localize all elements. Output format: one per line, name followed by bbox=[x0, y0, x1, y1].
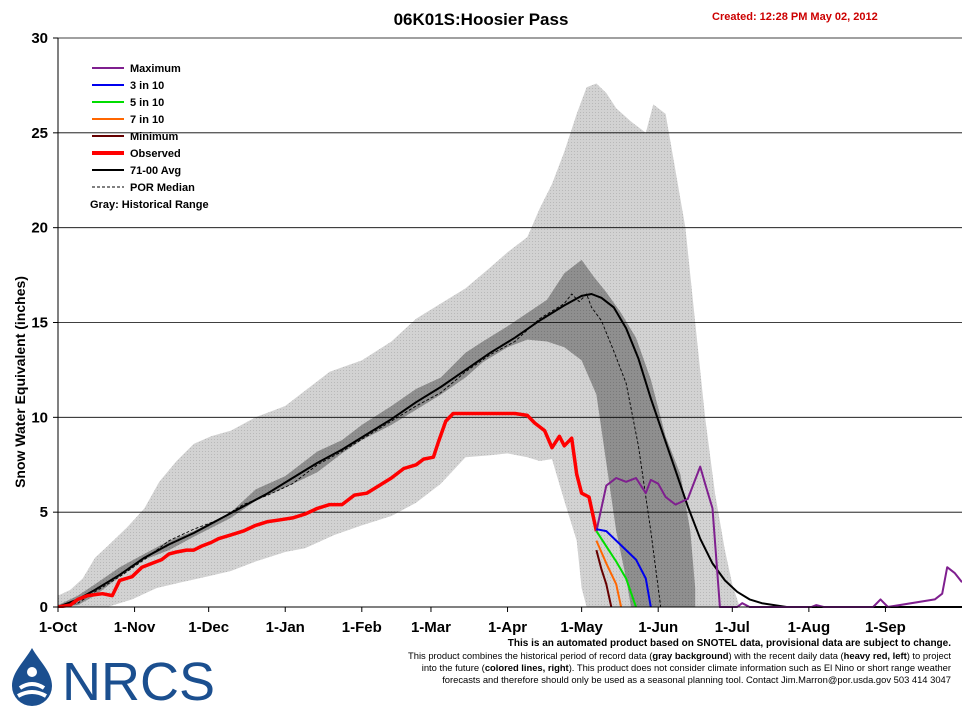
legend: Maximum 3 in 10 5 in 10 7 in 10 Minimum Obser… bbox=[90, 63, 209, 211]
legend-label-avg: 71-00 Avg bbox=[130, 165, 181, 177]
x-tick-label: 1-Nov bbox=[114, 619, 156, 636]
legend-label-median: POR Median bbox=[130, 182, 195, 194]
series-p3in10-line bbox=[596, 528, 652, 608]
y-tick-label: 5 bbox=[40, 504, 48, 521]
disclaimer-bold: gray background bbox=[652, 650, 729, 661]
y-tick-label: 10 bbox=[31, 409, 48, 426]
y-tick-label: 15 bbox=[31, 315, 48, 332]
swe-chart: 0 5 10 15 20 25 30 1-Oct 1-Nov 1-Dec 1-Jan 1-Feb 1-… bbox=[12, 30, 962, 636]
disclaimer-text: ). This product does not consider climat… bbox=[568, 662, 951, 673]
disclaimer-text: ) to project bbox=[906, 650, 951, 661]
legend-label-minimum: Minimum bbox=[130, 131, 178, 143]
series-avg-line bbox=[58, 293, 962, 608]
disclaimer-bold: heavy red, left bbox=[843, 650, 907, 661]
x-tick-label: 1-Apr bbox=[488, 619, 527, 636]
series-p5in10-line bbox=[595, 530, 637, 608]
disclaimer-text: ) with the recent daily data ( bbox=[728, 650, 844, 661]
series-minimum-line bbox=[595, 549, 613, 608]
created-timestamp: Created: 12:28 PM May 02, 2012 bbox=[712, 11, 878, 23]
disclaimer-line-2: This product combines the historical per… bbox=[300, 650, 951, 662]
series-median-line bbox=[58, 293, 962, 608]
nrcs-logo-text: NRCS bbox=[62, 652, 214, 712]
nrcs-logo: NRCS bbox=[12, 648, 214, 712]
legend-label-p7in10: 7 in 10 bbox=[130, 114, 164, 126]
legend-label-maximum: Maximum bbox=[130, 63, 181, 75]
series-p7in10-line bbox=[595, 540, 623, 608]
x-tick-label: 1-Jan bbox=[266, 619, 305, 636]
y-tick-label: 30 bbox=[31, 30, 48, 47]
water-drop-icon bbox=[12, 648, 52, 706]
disclaimer-text: into the future ( bbox=[421, 662, 485, 673]
chart-title: 06K01S:Hoosier Pass bbox=[393, 10, 569, 29]
x-tick-label: 1-May bbox=[560, 619, 603, 636]
x-tick-label: 1-Mar bbox=[411, 619, 451, 636]
disclaimer: This is an automated product based on SN… bbox=[300, 638, 951, 686]
x-tick-label: 1-Feb bbox=[342, 619, 382, 636]
legend-label-p5in10: 5 in 10 bbox=[130, 97, 164, 109]
legend-label-p3in10: 3 in 10 bbox=[130, 80, 164, 92]
disclaimer-line-3: into the future (colored lines, right). … bbox=[300, 662, 951, 674]
x-tick-label: 1-Oct bbox=[39, 619, 77, 636]
disclaimer-text: This product combines the historical per… bbox=[408, 650, 653, 661]
x-tick-label: 1-Dec bbox=[188, 619, 229, 636]
legend-label-observed: Observed bbox=[130, 148, 181, 160]
y-tick-label: 0 bbox=[40, 599, 48, 616]
x-tick-label: 1-Aug bbox=[788, 619, 831, 636]
disclaimer-bold: colored lines, right bbox=[484, 662, 569, 673]
disclaimer-line-4: forecasts and therefore should only be u… bbox=[442, 674, 951, 685]
y-tick-label: 20 bbox=[31, 220, 48, 237]
x-tick-label: 1-Jul bbox=[715, 619, 750, 636]
x-tick-label: 1-Jun bbox=[638, 619, 678, 636]
legend-note: Gray: Historical Range bbox=[90, 199, 209, 211]
x-tick-label: 1-Sep bbox=[865, 619, 906, 636]
series-observed-line bbox=[58, 411, 599, 608]
y-tick-label: 25 bbox=[31, 125, 48, 142]
y-axis-label: Snow Water Equivalent (inches) bbox=[12, 276, 28, 488]
disclaimer-line-1: This is an automated product based on SN… bbox=[507, 638, 951, 649]
